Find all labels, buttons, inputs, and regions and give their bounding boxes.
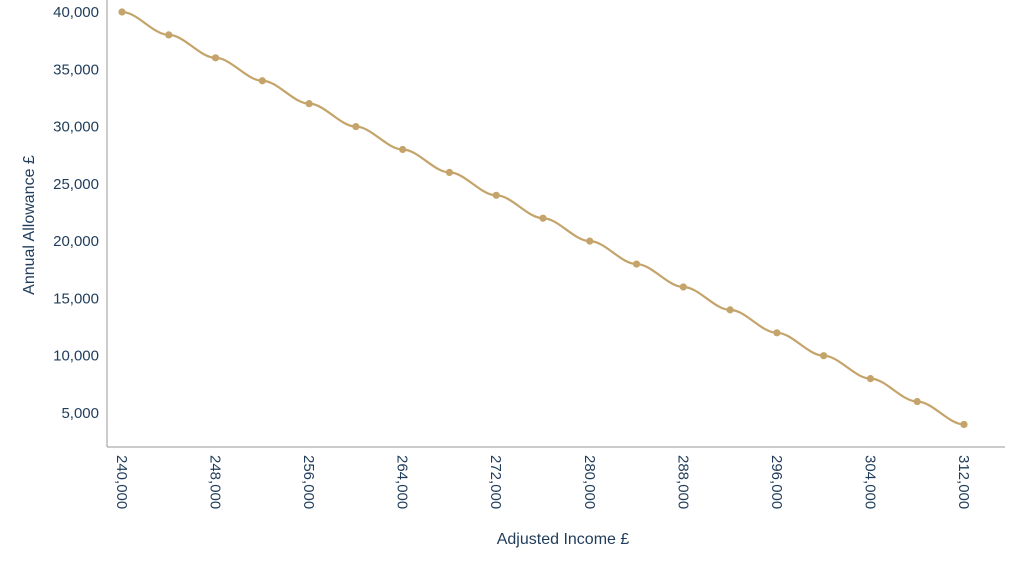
data-point [445,168,454,176]
x-tick-label: 312,000 [955,455,972,509]
data-point [539,214,547,222]
y-axis-title: Annual Allowance £ [21,155,38,295]
x-tick-label: 280,000 [581,455,598,509]
data-point [773,329,781,337]
y-tick-label: 35,000 [53,61,99,78]
data-point [679,283,687,291]
series-group [118,8,968,429]
data-point [632,260,641,268]
data-point [726,306,734,314]
y-axis-ticks: 5,000 10,000 15,000 20,000 25,000 30,000 35,00… [53,4,99,422]
x-tick-label: 264,000 [394,455,411,509]
data-point [866,375,875,383]
x-tick-label: 296,000 [768,455,785,509]
x-tick-label: 304,000 [861,455,878,509]
x-axis-ticks: 240,000 248,000 256,000 264,000 272,000 280,0… [113,455,972,509]
data-point [586,237,594,245]
data-point [492,191,500,199]
x-tick-label: 256,000 [300,455,317,509]
data-point [165,31,173,39]
data-point [211,54,220,62]
data-point [820,352,828,360]
y-tick-label: 30,000 [53,119,99,136]
plot-area: 5,000 10,000 15,000 20,000 25,000 30,000 35,00… [53,0,1005,509]
data-point [305,100,313,108]
y-tick-label: 5,000 [61,405,99,422]
y-tick-label: 15,000 [53,290,99,307]
y-tick-label: 40,000 [53,4,99,21]
data-point [352,122,360,131]
y-tick-label: 20,000 [53,233,99,250]
x-tick-label: 288,000 [674,455,691,509]
data-point [399,145,407,154]
data-point [960,420,968,429]
x-tick-label: 272,000 [487,455,504,509]
data-point [118,8,126,16]
x-axis-title: Adjusted Income £ [497,531,630,548]
y-tick-label: 10,000 [53,348,99,365]
data-point [258,77,266,85]
x-tick-label: 240,000 [113,455,130,509]
y-tick-label: 25,000 [53,176,99,193]
x-tick-label: 248,000 [207,455,224,509]
data-point [913,397,921,406]
